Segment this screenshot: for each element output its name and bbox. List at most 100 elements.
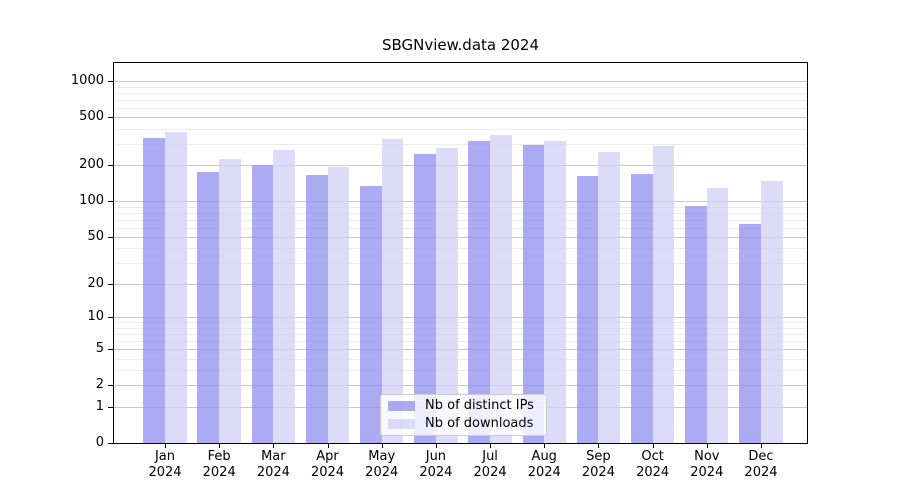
x-tick-label-sep: Sep 2024 xyxy=(581,449,615,480)
x-tick xyxy=(760,443,762,448)
gridline-major xyxy=(114,237,807,239)
bar-downloads-jul xyxy=(490,135,512,443)
y-tick-label: 2 xyxy=(95,377,104,393)
legend-item-downloads: Nb of downloads xyxy=(381,417,546,431)
bar-downloads-apr xyxy=(327,167,350,443)
bar-downloads-nov xyxy=(706,187,729,443)
legend-swatch-distinct-ips xyxy=(388,401,415,411)
gridline-minor xyxy=(114,129,807,131)
gridline-major xyxy=(114,283,807,285)
bar-downloads-feb xyxy=(219,158,241,443)
legend-label-downloads: Nb of downloads xyxy=(425,416,534,431)
bar-distinct-ips-jul xyxy=(468,140,491,443)
y-tick-label: 1000 xyxy=(70,73,104,89)
x-tick xyxy=(706,443,708,448)
y-tick-label: 50 xyxy=(87,229,104,245)
gridline-minor xyxy=(114,341,807,343)
gridline-minor xyxy=(114,212,807,214)
gridline-minor xyxy=(114,107,807,109)
gridline-minor xyxy=(114,358,807,360)
gridline-major xyxy=(114,317,807,319)
gridline-minor xyxy=(114,248,807,250)
bar-downloads-jun xyxy=(435,148,458,443)
bar-distinct-ips-sep xyxy=(576,176,599,443)
gridline-minor xyxy=(114,327,807,329)
x-tick xyxy=(652,443,654,448)
x-tick-label-jun: Jun 2024 xyxy=(419,449,453,480)
x-tick xyxy=(544,443,546,448)
gridline-minor xyxy=(114,322,807,324)
bar-distinct-ips-oct xyxy=(630,173,653,443)
plot-area: Nb of distinct IPs Nb of downloads xyxy=(113,62,808,444)
x-tick xyxy=(598,443,600,448)
gridline-major xyxy=(114,385,807,387)
y-tick-label: 5 xyxy=(95,341,104,357)
bar-downloads-mar xyxy=(273,150,296,443)
gridline-major xyxy=(114,165,807,167)
gridline-minor xyxy=(114,86,807,88)
y-tick-label: 500 xyxy=(79,109,104,125)
y-tick-label: 10 xyxy=(87,309,104,325)
bar-downloads-sep xyxy=(598,151,621,443)
bar-downloads-jan xyxy=(165,131,187,443)
y-tick xyxy=(108,81,113,83)
gridline-minor xyxy=(114,334,807,336)
y-tick xyxy=(108,117,113,119)
bar-distinct-ips-aug xyxy=(522,144,545,443)
x-tick xyxy=(273,443,275,448)
x-tick-label-oct: Oct 2024 xyxy=(636,449,670,480)
x-tick-label-dec: Dec 2024 xyxy=(744,449,778,480)
legend-label-distinct-ips: Nb of distinct IPs xyxy=(425,398,534,413)
y-tick xyxy=(108,385,113,387)
x-tick-label-may: May 2024 xyxy=(365,449,399,480)
gridline-minor xyxy=(114,144,807,146)
gridline-minor xyxy=(114,99,807,101)
gridline-minor xyxy=(114,370,807,372)
x-tick-label-mar: Mar 2024 xyxy=(256,449,290,480)
x-tick-label-jul: Jul 2024 xyxy=(473,449,507,480)
x-tick xyxy=(490,443,492,448)
x-tick-label-apr: Apr 2024 xyxy=(310,449,345,480)
bar-distinct-ips-apr xyxy=(305,175,328,443)
gridline-major xyxy=(114,117,807,119)
bar-distinct-ips-nov xyxy=(685,206,707,443)
y-tick xyxy=(108,283,113,285)
bar-downloads-oct xyxy=(652,145,675,443)
x-tick xyxy=(381,443,383,448)
chart-title: SBGNview.data 2024 xyxy=(381,36,540,54)
gridline-major xyxy=(114,201,807,203)
bar-downloads-dec xyxy=(760,180,783,443)
gridline-minor xyxy=(114,219,807,221)
x-tick xyxy=(435,443,437,448)
bar-distinct-ips-feb xyxy=(197,171,220,443)
bar-downloads-aug xyxy=(544,141,566,443)
legend-item-distinct-ips: Nb of distinct IPs xyxy=(381,399,546,413)
gridline-minor xyxy=(114,206,807,208)
y-tick-label: 200 xyxy=(79,157,104,173)
bar-distinct-ips-dec xyxy=(739,224,761,443)
x-tick xyxy=(327,443,329,448)
legend: Nb of distinct IPs Nb of downloads xyxy=(380,394,547,436)
bar-distinct-ips-jan xyxy=(143,138,165,443)
y-tick-label: 100 xyxy=(79,193,104,209)
gridline-major xyxy=(114,81,807,83)
y-tick xyxy=(108,443,113,444)
x-tick-label-feb: Feb 2024 xyxy=(202,449,236,480)
y-tick xyxy=(108,349,113,351)
gridline-minor xyxy=(114,227,807,229)
y-tick-label: 1 xyxy=(95,398,104,414)
gridline-minor xyxy=(114,263,807,265)
bar-distinct-ips-jun xyxy=(414,153,436,443)
gridline-minor xyxy=(114,92,807,94)
y-tick xyxy=(108,201,113,203)
bar-distinct-ips-mar xyxy=(251,164,274,443)
legend-swatch-downloads xyxy=(388,419,415,429)
gridline-major xyxy=(114,349,807,351)
x-tick-label-jan: Jan 2024 xyxy=(148,449,182,480)
x-tick xyxy=(219,443,221,448)
x-tick-label-aug: Aug 2024 xyxy=(527,449,561,480)
y-tick xyxy=(108,165,113,167)
y-tick xyxy=(108,317,113,319)
y-tick xyxy=(108,406,113,408)
